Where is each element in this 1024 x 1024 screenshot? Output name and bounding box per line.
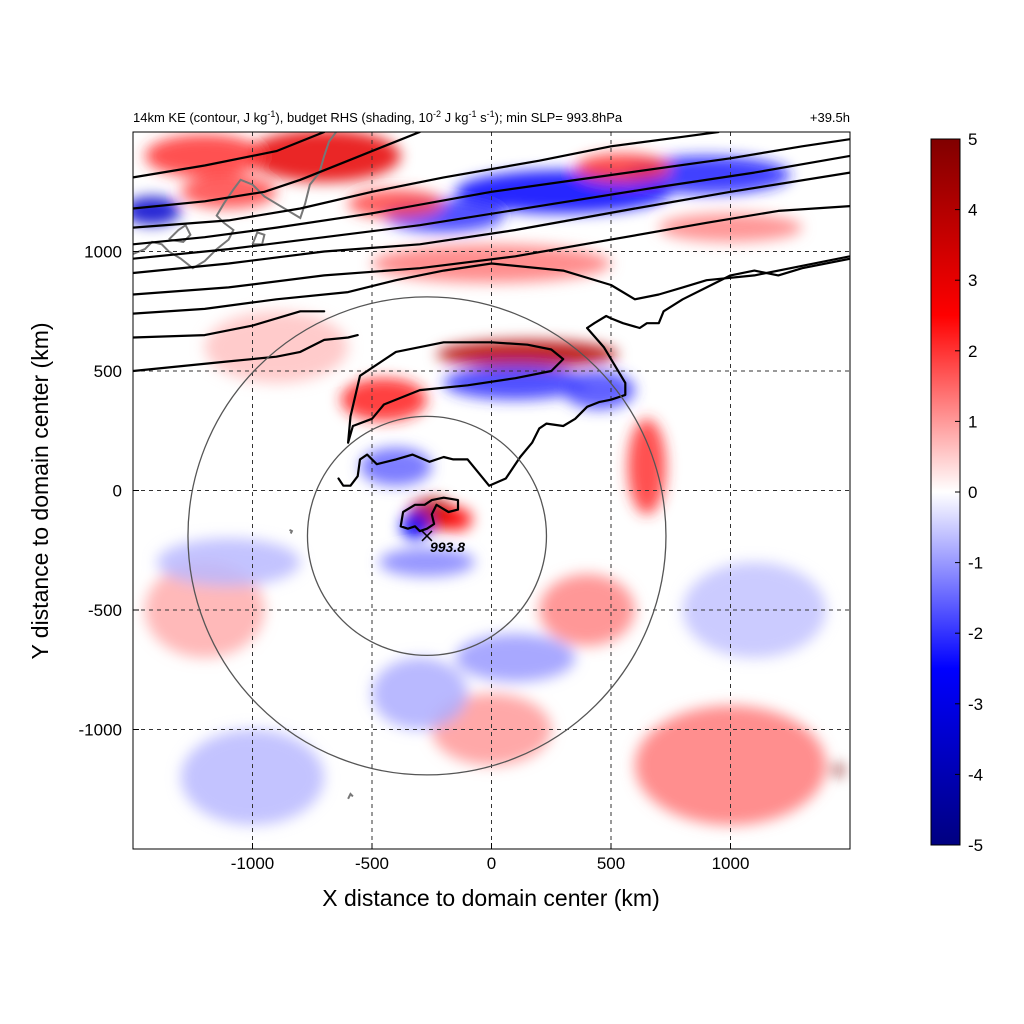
x-tick-label: 0: [487, 854, 496, 873]
x-tick-label: -500: [355, 854, 389, 873]
ke-contour: [133, 310, 326, 339]
ke-contour: [347, 341, 565, 444]
colorbar-tick-label: -4: [968, 765, 983, 784]
shading-blob: [431, 693, 552, 766]
shading-blob: [539, 574, 635, 646]
colorbar-ticks: 5 4 3 2 1 0 -1 -2 -3 -4 -5: [955, 130, 983, 855]
forecast-time-label: +39.5h: [810, 110, 850, 125]
shading-blob: [156, 538, 301, 587]
range-circle: [306, 415, 548, 657]
shading-blob: [658, 213, 803, 242]
shading-blob: [360, 447, 432, 486]
chart-title: 14km KE (contour, J kg-1), budget RHS (s…: [133, 109, 623, 125]
colorbar-tick-label: -5: [968, 836, 983, 855]
y-tick-label: 500: [94, 362, 122, 381]
shading-blob: [204, 311, 349, 383]
shading-blob: [144, 134, 265, 178]
x-axis: -1000 -500 0 500 1000: [231, 843, 750, 873]
shading-blob: [563, 371, 635, 410]
colorbar-tick-label: 5: [968, 130, 977, 149]
y-tick-label: 1000: [84, 243, 122, 262]
colorbar-tick-label: -1: [968, 554, 983, 573]
colorbar-tick-label: 1: [968, 412, 977, 431]
shading-blob: [379, 547, 475, 577]
coastline-segment: [289, 529, 294, 534]
y-axis-label: Y distance to domain center (km): [27, 322, 53, 659]
shading-blob: [832, 764, 845, 777]
ke-contour: [133, 255, 850, 315]
ke-contour: [133, 334, 359, 373]
ke-contour: [399, 496, 460, 533]
shading-blob: [144, 562, 265, 658]
shading-blob: [372, 657, 468, 730]
x-axis-label: X distance to domain center (km): [322, 885, 659, 911]
shading-blob: [438, 507, 473, 532]
ke-contour: [133, 171, 850, 275]
range-circle: [187, 296, 667, 776]
x-tick-label: 500: [597, 854, 625, 873]
colorbar-tick-label: -3: [968, 695, 983, 714]
shading-blob: [443, 366, 588, 400]
shading-blob: [133, 196, 181, 226]
colorbar-tick-label: 4: [968, 201, 977, 220]
x-tick-label: 1000: [712, 854, 750, 873]
range-circles: [187, 296, 667, 776]
coastline-segment: [168, 223, 192, 243]
storm-center-marker: [421, 530, 433, 542]
y-tick-label: -1000: [79, 721, 122, 740]
storm-center-label: 993.8: [430, 539, 465, 555]
shading-blob: [455, 633, 576, 682]
x-tick-label: -1000: [231, 854, 274, 873]
colorbar-tick-label: 3: [968, 271, 977, 290]
ke-contour: [133, 154, 850, 260]
colorbar-tick-label: 0: [968, 483, 977, 502]
coastline-segment: [347, 792, 354, 800]
shading-blob: [180, 729, 325, 826]
ke-contour: [337, 257, 850, 487]
shading-blob: [340, 378, 427, 422]
ke-contour: [133, 205, 850, 296]
y-tick-label: -500: [88, 601, 122, 620]
y-axis: -1000 -500 0 500 1000: [79, 243, 139, 740]
shading-blob: [682, 562, 827, 658]
ke-contour: [133, 132, 326, 179]
ke-contour: [133, 138, 850, 246]
shading-blob: [627, 418, 666, 515]
colorbar-tick-label: 2: [968, 342, 977, 361]
storm-center: 993.8: [421, 530, 465, 555]
ke-contour: [133, 132, 421, 210]
colorbar-tick-label: -2: [968, 624, 983, 643]
y-tick-label: 0: [113, 482, 122, 501]
shading-blob: [575, 153, 671, 183]
ke-contour: [133, 132, 720, 229]
ke-contours: [133, 132, 850, 533]
